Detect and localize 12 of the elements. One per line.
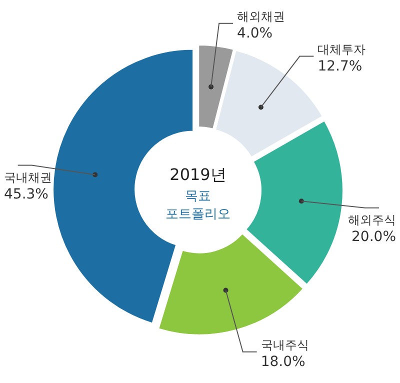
data-label: 4.0%: [237, 25, 273, 42]
slice-label: 국내채권: [4, 170, 52, 184]
data-label: 45.3%: [4, 186, 48, 202]
slice-label: 해외주식: [348, 212, 396, 227]
slice-label: 해외채권: [237, 9, 286, 24]
data-label: 12.7%: [318, 58, 362, 74]
data-label: 18.0%: [260, 354, 306, 370]
data-label: 20.0%: [352, 228, 396, 245]
slice-label: 국내주식: [260, 338, 309, 352]
text: 2019년: [170, 165, 226, 184]
slice-label: 대체투자: [318, 42, 366, 56]
text: 목표 포트폴리오: [166, 189, 230, 222]
